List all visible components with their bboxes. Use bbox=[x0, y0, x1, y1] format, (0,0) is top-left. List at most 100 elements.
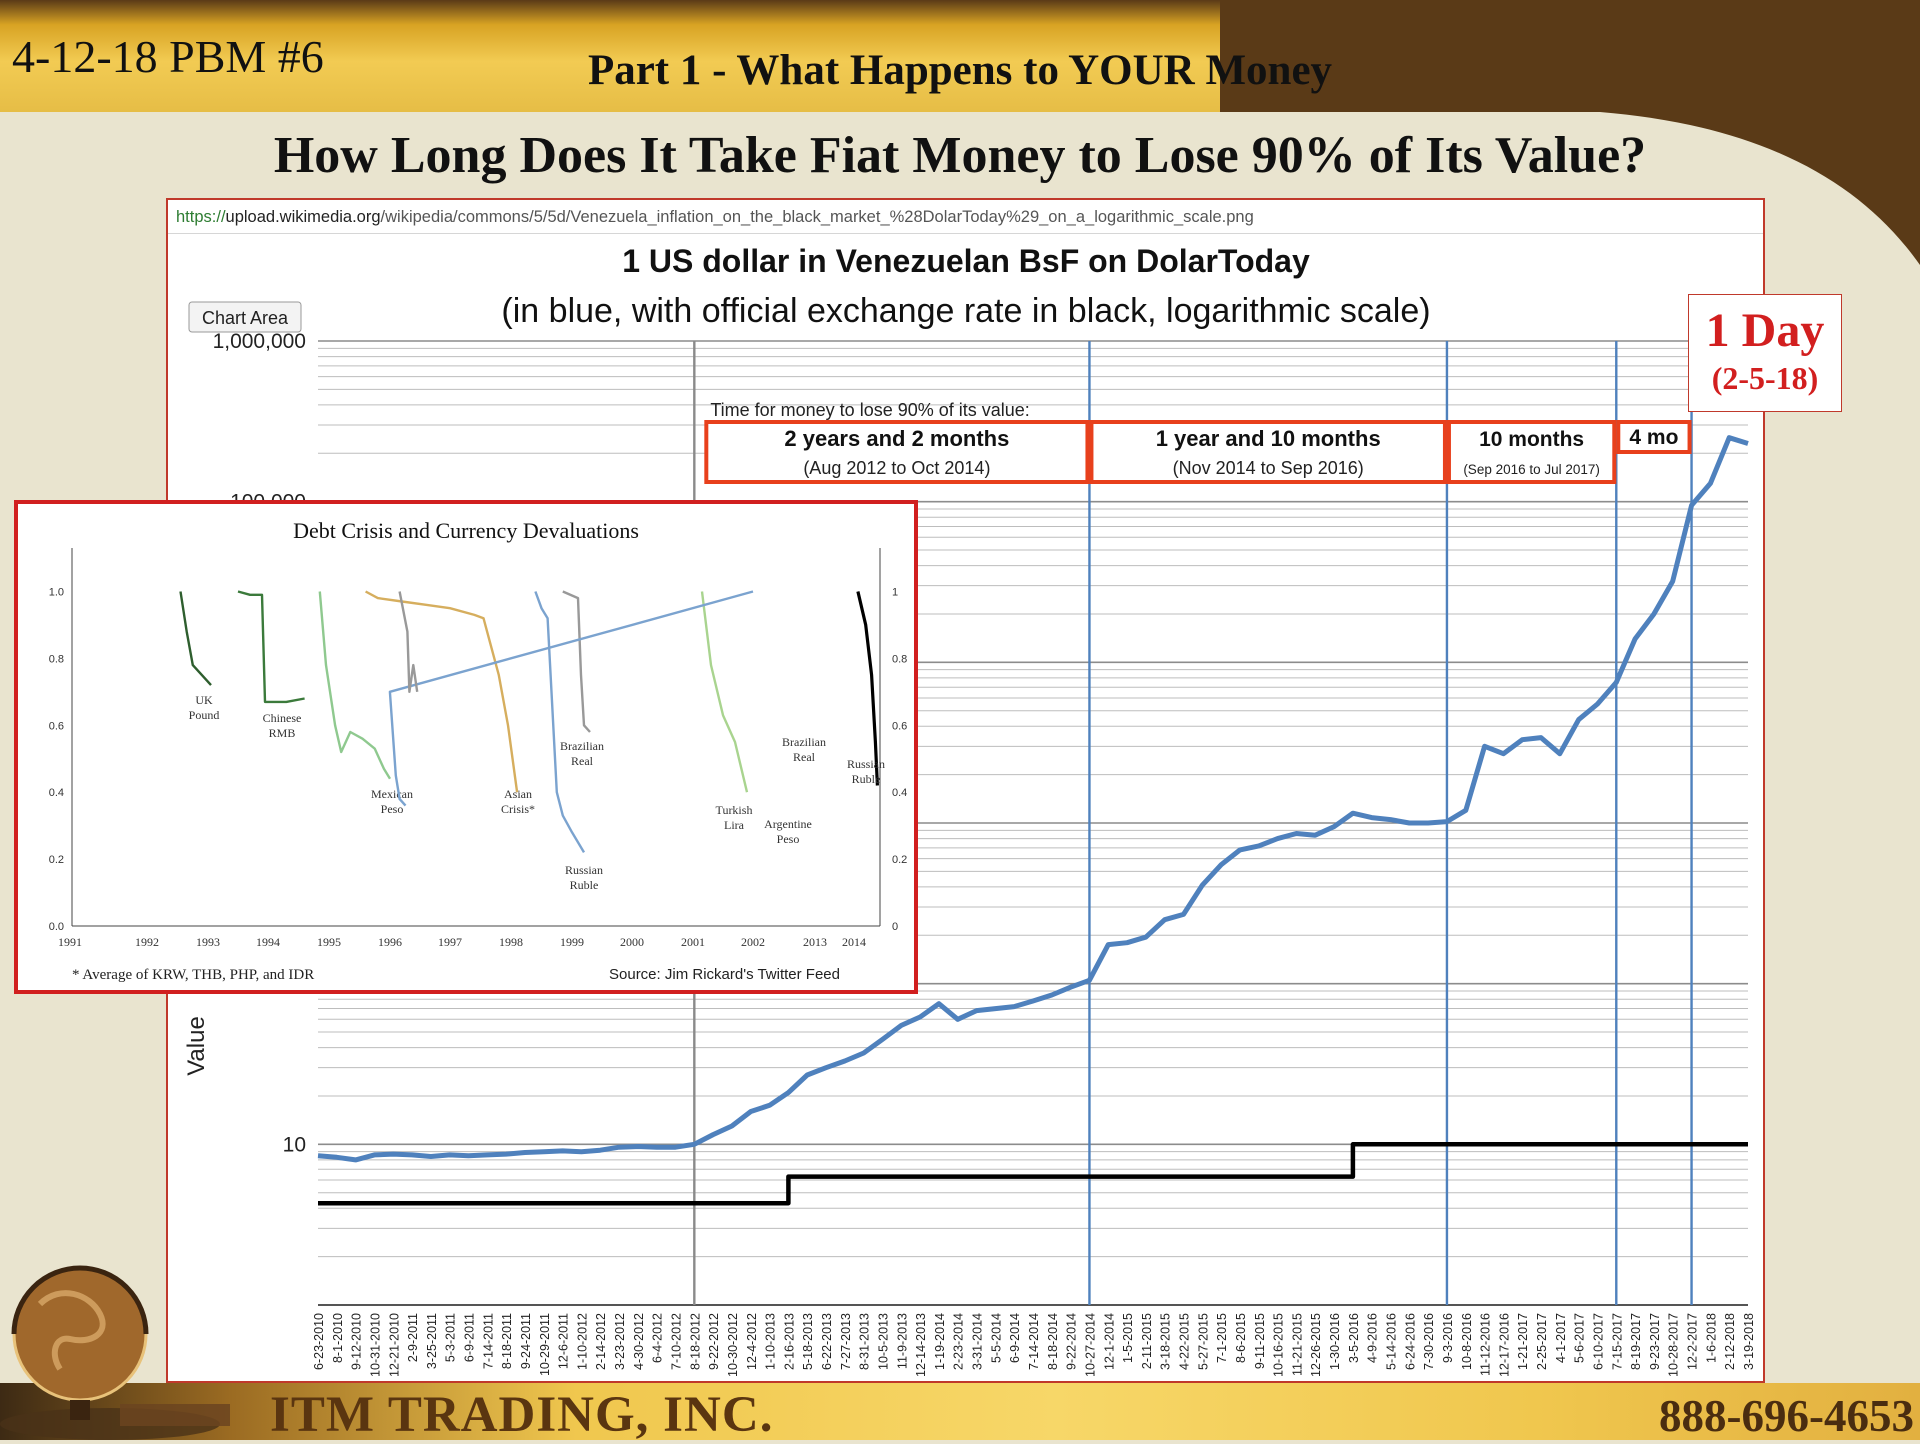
url-bar[interactable]: https://upload.wikimedia.org/wikipedia/c… bbox=[168, 200, 1763, 234]
x-tick-label: 1-19-2014 bbox=[933, 1313, 947, 1370]
inset-x-tick: 1991 bbox=[58, 935, 82, 949]
inset-x-tick: 2001 bbox=[681, 935, 705, 949]
x-tick-label: 10-28-2017 bbox=[1667, 1313, 1681, 1377]
debt-crisis-chart: Debt Crisis and Currency Devaluations 0.0… bbox=[49, 518, 908, 983]
x-tick-label: 9-12-2010 bbox=[350, 1313, 364, 1370]
period-box-border bbox=[1616, 420, 1692, 454]
x-tick-label: 5-18-2013 bbox=[801, 1313, 815, 1370]
x-tick-label: 4-22-2015 bbox=[1178, 1313, 1192, 1370]
x-tick-label: 9-22-2014 bbox=[1065, 1313, 1079, 1370]
inset-x-tick: 2000 bbox=[620, 935, 644, 949]
x-tick-label: 9-24-2011 bbox=[519, 1313, 533, 1369]
x-tick-label: 7-30-2016 bbox=[1422, 1313, 1436, 1370]
x-tick-label: 7-10-2012 bbox=[670, 1313, 684, 1370]
period-box-border bbox=[1089, 420, 1447, 484]
chart-area-button-bg bbox=[188, 301, 302, 333]
x-tick-label: 12-17-2016 bbox=[1497, 1313, 1511, 1377]
inset-y-tick-right: 0.6 bbox=[892, 720, 907, 732]
x-tick-label: 1-10-2012 bbox=[575, 1313, 589, 1370]
inset-series-line bbox=[534, 591, 586, 854]
x-tick-label: 3-18-2015 bbox=[1159, 1313, 1173, 1370]
y-axis-label: Value bbox=[183, 1016, 210, 1076]
x-tick-label: 7-1-2015 bbox=[1215, 1313, 1229, 1363]
venezuela-inflation-chart: 1 US dollar in Venezuelan BsF on DolarTo… bbox=[183, 243, 1756, 1377]
chart-subtitle: (in blue, with official exchange rate in… bbox=[501, 292, 1430, 330]
footer-company-name: ITM TRADING, INC. bbox=[270, 1387, 774, 1443]
x-tick-label: 1-30-2016 bbox=[1328, 1313, 1342, 1370]
inset-x-tick: 1995 bbox=[317, 935, 341, 949]
globe-icon bbox=[0, 1265, 230, 1440]
inset-series-line bbox=[398, 591, 419, 694]
y-tick-label: 1,000,000 bbox=[213, 330, 306, 353]
inset-series-label: Crisis* bbox=[501, 802, 535, 816]
inset-y-tick-left: 0.4 bbox=[49, 787, 64, 799]
inset-x-tick: 2013 bbox=[803, 935, 827, 949]
inset-x-tick: 1994 bbox=[256, 935, 280, 949]
inset-series-label: Pound bbox=[189, 708, 220, 722]
inset-series-label: Peso bbox=[381, 802, 404, 816]
x-tick-label: 12-14-2013 bbox=[914, 1313, 928, 1377]
x-tick-label: 7-27-2013 bbox=[839, 1313, 853, 1370]
inset-series-label: Ruble bbox=[570, 878, 599, 892]
period-range: (Sep 2016 to Jul 2017) bbox=[1463, 462, 1600, 477]
x-tick-label: 8-31-2013 bbox=[858, 1313, 872, 1370]
period-box: 10 months (Sep 2016 to Jul 2017) bbox=[1446, 420, 1617, 484]
one-day-date: (2-5-18) bbox=[1711, 360, 1819, 396]
x-tick-label: 2-11-2015 bbox=[1140, 1313, 1154, 1369]
x-tick-label: 6-22-2013 bbox=[820, 1313, 834, 1370]
x-tick-label: 8-6-2015 bbox=[1234, 1313, 1248, 1363]
x-tick-label: 6-10-2017 bbox=[1591, 1313, 1605, 1370]
chart-area-button-label: Chart Area bbox=[202, 308, 289, 328]
one-day-callout: 1 Day (2-5-18) bbox=[1688, 294, 1842, 412]
x-tick-label: 8-19-2017 bbox=[1629, 1313, 1643, 1370]
x-tick-label: 9-11-2015 bbox=[1253, 1313, 1267, 1369]
inset-series-line bbox=[562, 590, 591, 733]
inset-series-label: Argentine bbox=[764, 817, 812, 831]
inset-series-line bbox=[388, 590, 754, 807]
x-tick-label: 3-19-2018 bbox=[1742, 1313, 1756, 1370]
x-tick-label: 11-9-2013 bbox=[895, 1313, 909, 1369]
period-box: 1 year and 10 months (Nov 2014 to Sep 201… bbox=[1089, 420, 1447, 484]
x-tick-label: 1-6-2018 bbox=[1704, 1313, 1718, 1363]
x-tick-label: 12-26-2015 bbox=[1309, 1313, 1323, 1377]
x-tick-label: 12-4-2012 bbox=[745, 1313, 759, 1370]
x-tick-label: 5-14-2016 bbox=[1385, 1313, 1399, 1370]
x-tick-label: 9-22-2012 bbox=[707, 1313, 721, 1370]
x-tick-label: 6-9-2014 bbox=[1008, 1313, 1022, 1363]
x-tick-label: 5-27-2015 bbox=[1196, 1313, 1210, 1370]
chart-title: 1 US dollar in Venezuelan BsF on DolarTo… bbox=[622, 243, 1310, 279]
x-tick-label: 7-15-2017 bbox=[1610, 1313, 1624, 1370]
slide-id-label: 4-12-18 PBM #6 bbox=[12, 31, 324, 82]
inset-series-line bbox=[856, 591, 879, 786]
inset-series-label: Peso bbox=[777, 832, 800, 846]
inset-series-label: Real bbox=[571, 754, 594, 768]
x-tick-label: 12-6-2011 bbox=[557, 1313, 571, 1369]
inset-y-tick-right: 0 bbox=[892, 921, 898, 933]
period-label: 2 years and 2 months bbox=[784, 426, 1009, 451]
x-tick-label: 9-23-2017 bbox=[1648, 1313, 1662, 1370]
annotation-heading: Time for money to lose 90% of its value: bbox=[710, 400, 1029, 420]
chart-area-button[interactable]: Chart Area bbox=[188, 301, 302, 333]
inset-y-tick-left: 0.0 bbox=[49, 921, 64, 933]
inset-series-label: UK bbox=[195, 693, 213, 707]
x-tick-label: 10-31-2010 bbox=[368, 1313, 382, 1377]
x-tick-label: 12-21-2010 bbox=[387, 1313, 401, 1377]
inset-y-tick-left: 0.6 bbox=[49, 720, 64, 732]
inset-x-tick: 1999 bbox=[560, 935, 584, 949]
official-rate-series-line bbox=[318, 1142, 1748, 1206]
x-tick-label: 2-23-2014 bbox=[952, 1313, 966, 1370]
inset-series-label: Ruble bbox=[852, 772, 881, 786]
inset-y-tick-right: 0.4 bbox=[892, 787, 907, 799]
main-title: How Long Does It Take Fiat Money to Lose… bbox=[273, 127, 1647, 184]
x-tick-label: 5-5-2014 bbox=[989, 1313, 1003, 1363]
inset-y-tick-right: 0.2 bbox=[892, 854, 907, 866]
inset-series-line bbox=[318, 591, 392, 780]
x-tick-label: 2-14-2012 bbox=[594, 1313, 608, 1370]
inset-x-tick: 1997 bbox=[438, 935, 462, 949]
x-tick-label: 5-6-2017 bbox=[1573, 1313, 1587, 1363]
y-tick-label: 10 bbox=[283, 1133, 306, 1156]
inset-x-tick: 2002 bbox=[741, 935, 765, 949]
x-tick-label: 5-3-2011 bbox=[444, 1313, 458, 1362]
x-tick-label: 3-5-2016 bbox=[1347, 1313, 1361, 1363]
part-title: Part 1 - What Happens to YOUR Money bbox=[587, 47, 1333, 94]
